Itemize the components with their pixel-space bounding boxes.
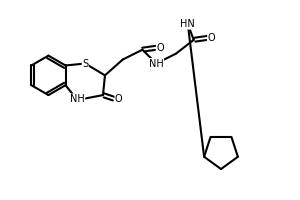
Text: O: O bbox=[208, 33, 215, 43]
Text: S: S bbox=[82, 59, 88, 69]
Text: O: O bbox=[156, 43, 164, 53]
Text: NH: NH bbox=[70, 94, 85, 104]
Text: NH: NH bbox=[149, 59, 164, 69]
Text: O: O bbox=[115, 94, 123, 104]
Text: HN: HN bbox=[180, 19, 195, 29]
